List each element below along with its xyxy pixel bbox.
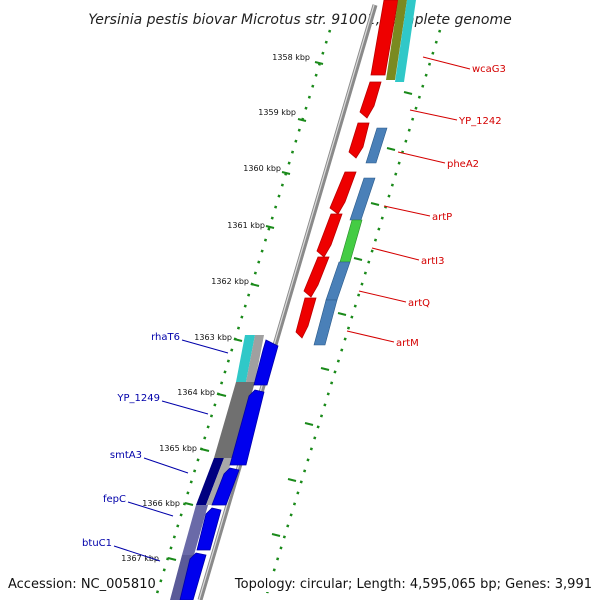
feature-cyan [395, 0, 416, 82]
tick-label: 1364 kbp [177, 388, 215, 397]
feature-rhaT6-cyan [236, 335, 255, 382]
label-artM[interactable]: artM [396, 338, 419, 349]
tick-mark [250, 283, 260, 287]
genome-backbone [197, 4, 378, 600]
gene-artP-arrow[interactable] [329, 171, 357, 215]
label-btuC1[interactable]: btuC1 [82, 538, 112, 549]
gene-smtA3-arrow[interactable] [211, 467, 240, 506]
label-fepC[interactable]: fepC [103, 494, 126, 505]
tick-label: 1359 kbp [258, 108, 296, 117]
leader-line [409, 109, 458, 121]
accession-text: Accession: NC_005810 [8, 577, 156, 592]
gene-rhaT6-arrow[interactable] [253, 339, 279, 386]
label-pheA2[interactable]: pheA2 [447, 159, 479, 170]
genome-title: Yersinia pestis biovar Microtus str. 910… [88, 12, 511, 28]
feature-smtA3-navy [196, 458, 224, 505]
feature-pheA2-blue [365, 127, 388, 164]
feature-artQ-blue [325, 261, 351, 301]
gene-artM-arrow[interactable] [295, 297, 317, 339]
tick-label: 1365 kbp [159, 444, 197, 453]
tick-mark [386, 147, 396, 151]
leader-line [113, 545, 161, 562]
reverse-strand [179, 339, 279, 600]
reverse-features [170, 335, 264, 600]
feature-fepC-purple [182, 505, 208, 555]
feature-artP-blue [349, 177, 376, 221]
leader-line [397, 151, 446, 164]
topology-text: Topology: circular; Length: 4,595,065 bp… [234, 577, 592, 592]
tick-mark [217, 393, 227, 397]
scale-dots-left [153, 29, 332, 600]
gene-wcaG3-arrow[interactable] [370, 0, 399, 76]
feature-artI3-green [339, 219, 363, 263]
gene-fepC-arrow[interactable] [196, 507, 222, 551]
tick-mark [320, 367, 330, 371]
leader-line [358, 290, 407, 303]
tick-label: 1367 kbp [121, 554, 159, 563]
tick-mark [233, 338, 243, 342]
tick-label: 1360 kbp [243, 164, 281, 173]
scale-ticks-right [254, 91, 413, 592]
gene-artI3-arrow[interactable] [316, 213, 343, 258]
leader-line [143, 457, 189, 474]
gene-YP-1242-arrow[interactable] [359, 81, 382, 119]
forward-strand [295, 0, 399, 339]
tick-mark [265, 225, 275, 229]
tick-mark [370, 202, 380, 206]
tick-mark [281, 171, 291, 175]
tick-label: 1361 kbp [227, 221, 265, 230]
tick-mark [314, 61, 324, 65]
tick-label: 1362 kbp [211, 277, 249, 286]
label-YP-1249[interactable]: YP_1249 [116, 393, 160, 404]
leader-line [161, 400, 209, 415]
gene-YP-1249-arrow[interactable] [229, 389, 265, 466]
reverse-labels: rhaT6 YP_1249 smtA3 fepC btuC1 [82, 332, 229, 562]
gene-btuC1-arrow[interactable] [179, 552, 207, 600]
forward-features [313, 0, 416, 346]
tick-mark [200, 448, 210, 452]
leader-line [383, 205, 431, 217]
label-artP[interactable]: artP [432, 212, 452, 223]
tick-mark [337, 312, 347, 316]
label-artI3[interactable]: artI3 [421, 256, 444, 267]
label-rhaT6[interactable]: rhaT6 [151, 332, 180, 343]
gene-artQ-arrow[interactable] [303, 256, 330, 298]
feature-YP-1249-gray [214, 382, 255, 458]
label-wcaG3[interactable]: wcaG3 [472, 64, 506, 75]
genome-backbone-highlight [198, 4, 375, 600]
scale-ticks: 1358 kbp 1359 kbp 1360 kbp 1361 kbp 1362… [121, 53, 324, 563]
feature-olive [386, 0, 407, 80]
scale-dots-right [263, 29, 442, 600]
tick-label: 1366 kbp [142, 499, 180, 508]
label-smtA3[interactable]: smtA3 [110, 450, 142, 461]
tick-mark [304, 422, 314, 426]
leader-line [346, 330, 395, 343]
label-YP-1242[interactable]: YP_1242 [458, 116, 502, 127]
leader-line [422, 56, 471, 70]
forward-labels: wcaG3 YP_1242 pheA2 artP artI3 artQ artM [346, 56, 506, 349]
tick-mark [271, 533, 281, 537]
leader-line [371, 247, 420, 261]
tick-mark [353, 257, 363, 261]
tick-mark [403, 91, 413, 95]
leader-line [181, 339, 229, 354]
feature-smtA3-gray [206, 458, 233, 505]
leader-line [127, 501, 174, 517]
gene-pheA2-arrow[interactable] [348, 122, 370, 159]
tick-label: 1358 kbp [272, 53, 310, 62]
tick-mark [287, 478, 297, 482]
tick-mark [297, 118, 307, 122]
tick-label: 1363 kbp [194, 333, 232, 342]
feature-rhaT6-gray [246, 335, 264, 382]
tick-mark [184, 502, 194, 506]
label-artQ[interactable]: artQ [408, 298, 430, 309]
tick-mark [167, 557, 177, 561]
feature-artM-blue [313, 299, 338, 346]
